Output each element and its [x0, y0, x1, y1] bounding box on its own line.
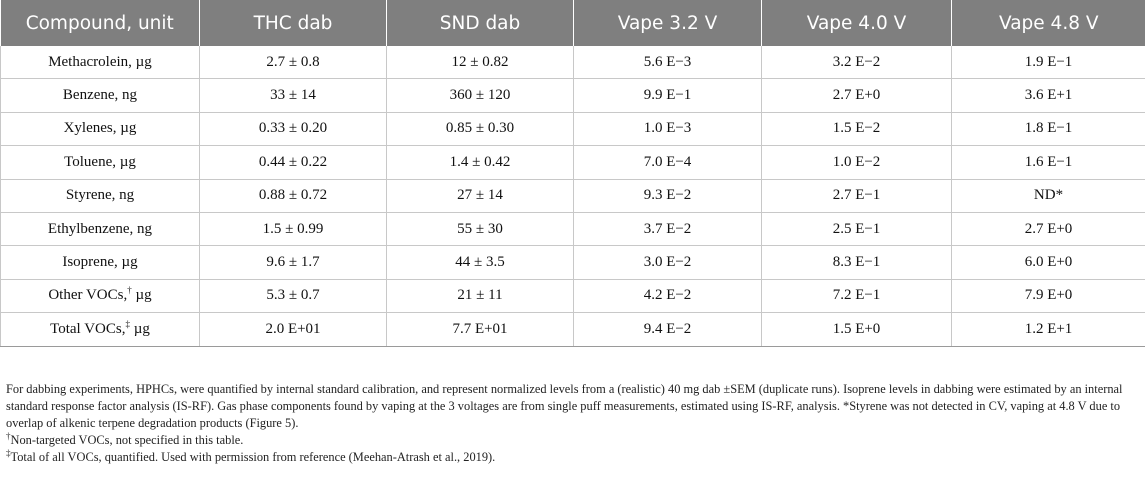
- table-row: Xylenes, µg 0.33 ± 0.20 0.85 ± 0.30 1.0 …: [0, 112, 1145, 147]
- value-cell: 3.0 E−2: [573, 245, 762, 280]
- value-cell: 5.3 ± 0.7: [199, 279, 387, 314]
- value-cell: 1.0 E−3: [573, 112, 762, 147]
- value-cell: 7.7 E+01: [386, 312, 574, 347]
- header-vape-4-8v: Vape 4.8 V: [951, 0, 1145, 46]
- value-cell: 2.5 E−1: [761, 212, 952, 247]
- table-row: Ethylbenzene, ng 1.5 ± 0.99 55 ± 30 3.7 …: [0, 212, 1145, 247]
- value-cell: 9.9 E−1: [573, 78, 762, 113]
- value-cell: 1.0 E−2: [761, 145, 952, 180]
- compound-cell: Isoprene, µg: [0, 245, 200, 280]
- footnote-double-dagger: ‡Total of all VOCs, quantified. Used wit…: [6, 447, 496, 464]
- value-cell: 0.85 ± 0.30: [386, 112, 574, 147]
- value-cell: 0.88 ± 0.72: [199, 179, 387, 213]
- value-cell: 1.6 E−1: [951, 145, 1145, 180]
- value-cell: 360 ± 120: [386, 78, 574, 113]
- value-cell: 1.8 E−1: [951, 112, 1145, 147]
- value-cell: ND*: [951, 179, 1145, 213]
- value-cell: 6.0 E+0: [951, 245, 1145, 280]
- value-cell: 12 ± 0.82: [386, 46, 574, 80]
- compound-cell: Total VOCs,‡ µg: [0, 312, 200, 347]
- compound-cell: Benzene, ng: [0, 78, 200, 113]
- value-cell: 0.33 ± 0.20: [199, 112, 387, 147]
- table-row: Benzene, ng 33 ± 14 360 ± 120 9.9 E−1 2.…: [0, 78, 1145, 113]
- value-cell: 9.3 E−2: [573, 179, 762, 213]
- compound-cell: Toluene, µg: [0, 145, 200, 180]
- value-cell: 1.5 E−2: [761, 112, 952, 147]
- value-cell: 1.4 ± 0.42: [386, 145, 574, 180]
- value-cell: 33 ± 14: [199, 78, 387, 113]
- value-cell: 1.2 E+1: [951, 312, 1145, 347]
- value-cell: 44 ± 3.5: [386, 245, 574, 280]
- header-compound: Compound, unit: [0, 0, 200, 46]
- compound-table: Compound, unit THC dab SND dab Vape 3.2 …: [0, 0, 1145, 347]
- header-vape-4-0v: Vape 4.0 V: [761, 0, 952, 46]
- footnote-dagger: †Non-targeted VOCs, not specified in thi…: [6, 430, 244, 447]
- value-cell: 5.6 E−3: [573, 46, 762, 80]
- value-cell: 3.6 E+1: [951, 78, 1145, 113]
- value-cell: 2.7 ± 0.8: [199, 46, 387, 80]
- value-cell: 1.5 ± 0.99: [199, 212, 387, 247]
- value-cell: 2.7 E−1: [761, 179, 952, 213]
- table-footnotes: For dabbing experiments, HPHCs, were qua…: [6, 381, 1136, 466]
- value-cell: 55 ± 30: [386, 212, 574, 247]
- header-snd-dab: SND dab: [386, 0, 574, 46]
- value-cell: 1.9 E−1: [951, 46, 1145, 80]
- value-cell: 2.0 E+01: [199, 312, 387, 347]
- value-cell: 0.44 ± 0.22: [199, 145, 387, 180]
- value-cell: 7.0 E−4: [573, 145, 762, 180]
- table-figure: Compound, unit THC dab SND dab Vape 3.2 …: [0, 0, 1145, 347]
- header-row: Compound, unit THC dab SND dab Vape 3.2 …: [0, 0, 1145, 46]
- table-row: Total VOCs,‡ µg 2.0 E+01 7.7 E+01 9.4 E−…: [0, 312, 1145, 347]
- value-cell: 7.2 E−1: [761, 279, 952, 314]
- table-row: Styrene, ng 0.88 ± 0.72 27 ± 14 9.3 E−2 …: [0, 179, 1145, 213]
- value-cell: 27 ± 14: [386, 179, 574, 213]
- value-cell: 7.9 E+0: [951, 279, 1145, 314]
- value-cell: 2.7 E+0: [951, 212, 1145, 247]
- value-cell: 4.2 E−2: [573, 279, 762, 314]
- compound-cell: Styrene, ng: [0, 179, 200, 213]
- table-row: Isoprene, µg 9.6 ± 1.7 44 ± 3.5 3.0 E−2 …: [0, 245, 1145, 280]
- value-cell: 3.7 E−2: [573, 212, 762, 247]
- value-cell: 9.6 ± 1.7: [199, 245, 387, 280]
- value-cell: 9.4 E−2: [573, 312, 762, 347]
- value-cell: 1.5 E+0: [761, 312, 952, 347]
- compound-cell: Xylenes, µg: [0, 112, 200, 147]
- value-cell: 8.3 E−1: [761, 245, 952, 280]
- header-thc-dab: THC dab: [199, 0, 387, 46]
- header-vape-3-2v: Vape 3.2 V: [573, 0, 762, 46]
- value-cell: 2.7 E+0: [761, 78, 952, 113]
- footnote-main: For dabbing experiments, HPHCs, were qua…: [6, 382, 1123, 430]
- table-row: Other VOCs,† µg 5.3 ± 0.7 21 ± 11 4.2 E−…: [0, 279, 1145, 314]
- table-row: Toluene, µg 0.44 ± 0.22 1.4 ± 0.42 7.0 E…: [0, 145, 1145, 180]
- compound-cell: Other VOCs,† µg: [0, 279, 200, 314]
- compound-cell: Methacrolein, µg: [0, 46, 200, 80]
- value-cell: 21 ± 11: [386, 279, 574, 314]
- value-cell: 3.2 E−2: [761, 46, 952, 80]
- compound-cell: Ethylbenzene, ng: [0, 212, 200, 247]
- table-row: Methacrolein, µg 2.7 ± 0.8 12 ± 0.82 5.6…: [0, 46, 1145, 80]
